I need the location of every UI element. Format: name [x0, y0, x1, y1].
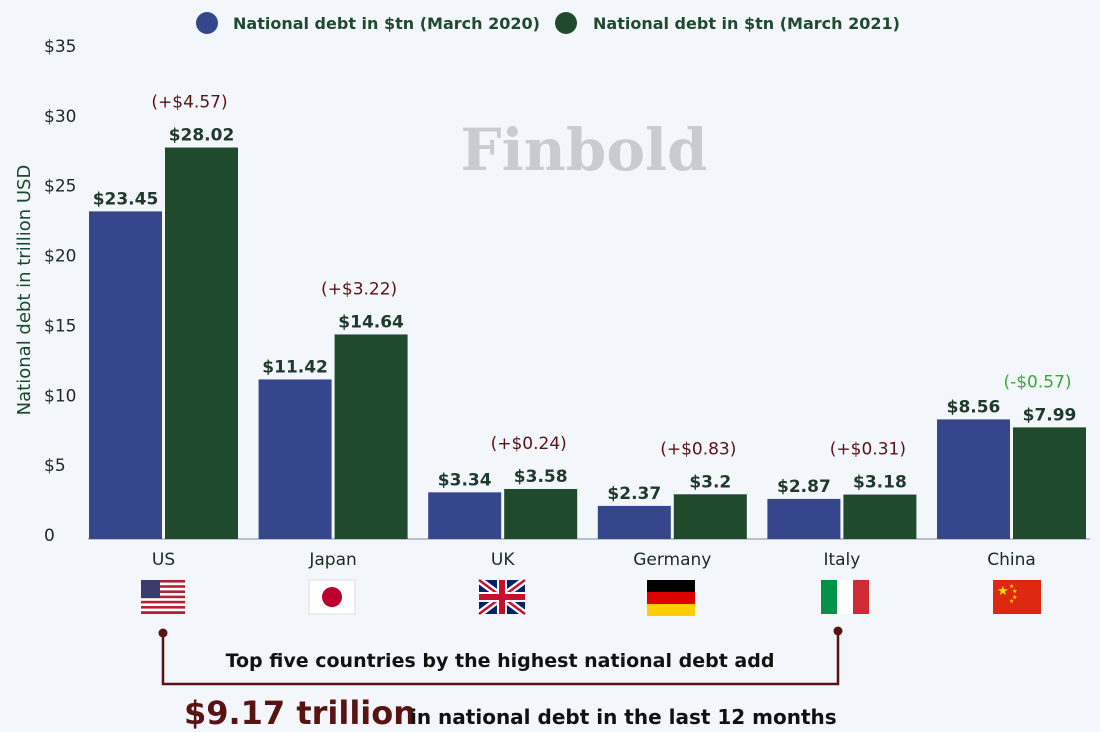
bar-italy-2020 — [767, 498, 841, 539]
legend: National debt in $tn (March 2020) Nation… — [196, 12, 900, 34]
bar-uk-2020 — [428, 492, 502, 539]
bar-value-label: $28.02 — [169, 126, 235, 146]
bar-value-label: $11.42 — [262, 357, 328, 377]
bar-china-2020 — [937, 419, 1010, 539]
legend-label-2020: National debt in $tn (March 2020) — [233, 14, 540, 33]
bar-italy-2021 — [843, 494, 917, 539]
uk-flag-icon — [476, 577, 528, 617]
y-tick-label: $35 — [44, 37, 76, 57]
y-axis-label: National debt in trillion USD — [14, 165, 35, 416]
watermark-logo: Finbold — [460, 116, 707, 184]
category-label: UK — [491, 550, 515, 570]
svg-text:★: ★ — [1009, 598, 1014, 605]
category-label: China — [987, 550, 1036, 570]
china-flag-icon: ★ ★ ★ ★ ★ — [993, 580, 1041, 614]
bar-us-2020 — [89, 211, 162, 539]
category-label: US — [152, 550, 175, 570]
svg-text:★: ★ — [1012, 594, 1017, 601]
y-tick-label: $25 — [44, 177, 76, 197]
category-label: Germany — [633, 550, 711, 570]
japan-flag-icon — [308, 579, 356, 615]
bar-value-label: $3.18 — [853, 473, 907, 493]
change-label: (+$0.24) — [491, 434, 567, 454]
y-tick-label: 0 — [44, 526, 55, 546]
bar-japan-2021 — [334, 334, 408, 539]
change-label: (-$0.57) — [1003, 372, 1071, 392]
bar-china-2021 — [1013, 427, 1086, 539]
category-label: Japan — [308, 550, 356, 570]
bar-japan-2020 — [258, 379, 332, 539]
us-flag-icon — [141, 580, 185, 614]
annotation-tail: in national debt in the last 12 months — [410, 705, 837, 729]
bar-value-label: $8.56 — [947, 397, 1001, 417]
annotation-note: Top five countries by the highest nation… — [226, 650, 775, 672]
germany-flag-icon — [647, 580, 695, 616]
svg-text:★: ★ — [1009, 583, 1014, 590]
bar-germany-2020 — [597, 505, 671, 539]
bar-value-label: $7.99 — [1023, 405, 1077, 425]
bar-value-label: $14.64 — [338, 312, 404, 332]
bracket-annotation — [158, 626, 843, 686]
y-tick-label: $10 — [44, 386, 76, 406]
bar-value-label: $2.87 — [777, 477, 831, 497]
y-axis-ticks: 0 $5 $10 $15 $20 $25 $30 $35 — [44, 37, 76, 546]
change-label: (+$0.83) — [660, 439, 736, 459]
change-label: (+$0.31) — [830, 440, 906, 460]
bars — [89, 147, 1086, 539]
change-label: (+$3.22) — [321, 279, 397, 299]
bar-us-2021 — [165, 147, 238, 539]
svg-text:★: ★ — [997, 584, 1009, 599]
change-label: (+$4.57) — [151, 93, 227, 113]
bar-value-label: $3.58 — [514, 467, 568, 487]
bar-labels: $23.45 $28.02 (+$4.57) $11.42 $14.64 (+$3.22)… — [93, 93, 1077, 504]
legend-swatch-2020 — [196, 12, 218, 34]
bar-value-label: $2.37 — [607, 484, 661, 504]
legend-label-2021: National debt in $tn (March 2021) — [593, 14, 900, 33]
bar-value-label: $3.34 — [438, 470, 492, 490]
bar-germany-2021 — [673, 494, 747, 539]
italy-flag-icon — [821, 580, 869, 614]
bar-value-label: $3.2 — [689, 472, 731, 492]
category-label: Italy — [823, 550, 860, 570]
y-tick-label: $30 — [44, 107, 76, 127]
y-tick-label: $15 — [44, 316, 76, 336]
legend-swatch-2021 — [555, 12, 577, 34]
y-tick-label: $5 — [44, 456, 66, 476]
bar-value-label: $23.45 — [93, 189, 159, 209]
svg-text:★: ★ — [1012, 588, 1017, 595]
y-tick-label: $20 — [44, 247, 76, 267]
bar-uk-2021 — [504, 488, 578, 539]
category-labels: US Japan UK Germany Italy China — [152, 550, 1036, 570]
annotation-amount: $9.17 trillion — [184, 694, 416, 732]
